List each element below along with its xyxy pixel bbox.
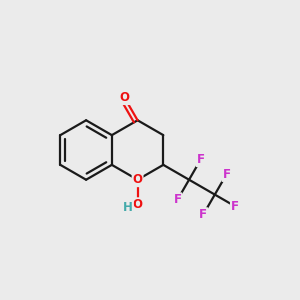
Text: O: O <box>133 173 142 186</box>
Text: F: F <box>199 208 207 221</box>
Text: F: F <box>231 200 239 213</box>
Text: F: F <box>173 193 181 206</box>
Text: F: F <box>196 153 205 166</box>
Text: O: O <box>133 199 142 212</box>
Text: O: O <box>133 199 142 212</box>
Text: O: O <box>119 91 130 104</box>
Text: F: F <box>222 168 230 181</box>
Text: H: H <box>123 202 133 214</box>
